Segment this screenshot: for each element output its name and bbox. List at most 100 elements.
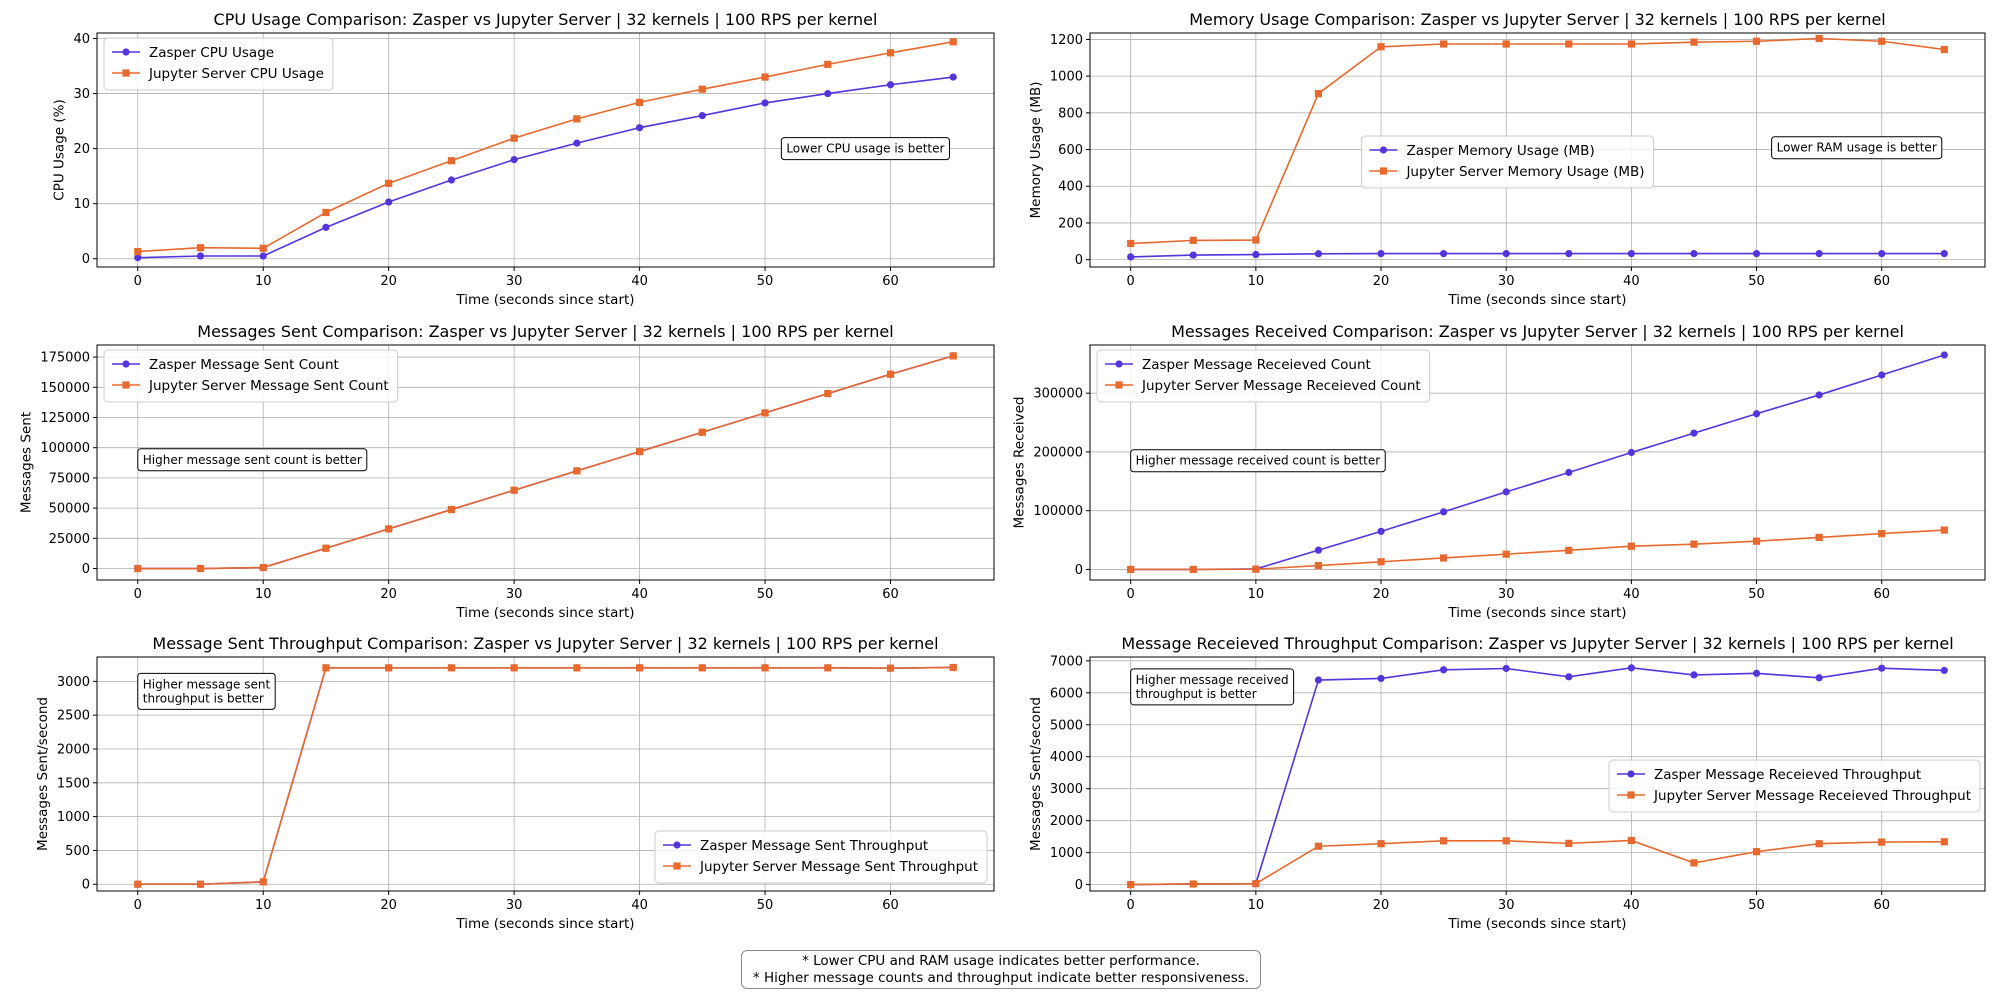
data-point [1502,40,1510,48]
x-tick-label: 40 [1623,587,1640,602]
series-2 [134,663,957,888]
legend-box [103,349,399,403]
data-point [1752,848,1761,856]
x-tick-label: 40 [631,274,648,289]
annotation-box [137,448,368,472]
axes-frame [1089,656,1986,892]
y-tick-label: 30 [73,87,90,102]
y-tick-label: 0 [82,252,90,267]
data-point [949,352,957,360]
x-tick-label: 20 [380,898,397,913]
data-point [761,664,769,672]
x-tick-label: 20 [380,587,397,602]
data-point [1314,89,1323,98]
axes-frame [1089,344,1986,581]
y-tick-label: 200 [1058,216,1083,231]
data-point [259,252,267,260]
x-tick-label: 30 [1498,587,1515,602]
annotation: Higher message received throughput is be… [1130,668,1295,706]
y-tick-label: 5000 [1050,718,1083,733]
chart-panel-3: 0 10 20 30 40 50 60 0 25000 50000 75000 100000 12500… [18,322,995,621]
y-tick-label: 0 [1075,563,1083,578]
data-point [1252,236,1260,244]
series-line [1130,252,1945,258]
data-point [196,880,205,888]
data-point [1502,488,1510,496]
data-point [1878,371,1886,379]
data-point [1752,37,1761,45]
data-point [1314,842,1323,850]
data-point [824,664,832,672]
data-point [1878,37,1886,45]
y-tick-label: 300000 [1033,387,1083,402]
data-point [1377,558,1385,566]
data-point [1252,565,1260,573]
annotation: Higher message sent count is better [137,448,368,472]
x-tick-label: 10 [1248,898,1265,913]
y-tick-label: 7000 [1050,654,1083,669]
legend-label: Jupyter Server Message Sent Throughput [699,859,978,875]
data-point [1690,859,1698,867]
legend: Zasper Message Receieved Throughput Jupyt… [1608,759,1981,813]
x-tick-label: 40 [1623,898,1640,913]
x-tick-label: 30 [506,587,523,602]
data-point [1565,839,1573,847]
data-point [1752,250,1761,258]
y-tick-label: 40 [73,32,90,47]
legend-box [1096,349,1431,403]
data-point [1314,250,1323,258]
annotation-text: Higher message received [1136,673,1289,687]
y-tick-label: 20 [73,142,90,157]
x-tick-label: 0 [1127,274,1135,289]
data-point [761,99,769,107]
x-tick-label: 10 [1248,274,1265,289]
data-point [259,563,267,572]
y-tick-label: 400 [1058,180,1083,195]
series-line [1130,667,1945,886]
y-tick-label: 50000 [49,502,90,517]
x-tick-label: 10 [255,898,272,913]
data-point [1627,542,1635,550]
annotation: Lower CPU usage is better [780,137,950,161]
x-tick-label: 20 [380,274,397,289]
y-tick-label: 1200 [1050,33,1083,48]
x-tick-label: 60 [1873,274,1890,289]
y-tick-label: 3000 [1050,782,1083,797]
data-point [1752,410,1761,418]
legend-marker [122,381,130,389]
y-tick-label: 1000 [1050,70,1083,85]
x-tick-label: 0 [134,587,142,602]
footnote-line-2: * Higher message counts and throughput i… [752,970,1250,986]
data-point [510,156,518,164]
data-point [447,157,456,165]
chart-title: Messages Sent Comparison: Zasper vs Jupy… [197,322,893,341]
x-tick-label: 50 [1748,898,1765,913]
data-point [1127,565,1135,574]
x-tick-label: 20 [1373,587,1390,602]
data-point [1815,391,1823,399]
data-point [1690,429,1698,437]
data-point [761,73,769,81]
data-point [1815,674,1823,682]
x-axis-label: Time (seconds since start) [1447,292,1626,308]
x-tick-label: 40 [631,587,648,602]
data-point [949,73,957,81]
series-2 [134,352,957,573]
y-tick-label: 100000 [40,441,90,456]
data-point [1189,236,1197,244]
y-tick-label: 500 [65,844,90,859]
x-axis-label: Time (seconds since start) [1447,916,1626,932]
data-point [1627,250,1635,258]
x-tick-label: 30 [506,898,523,913]
data-point [635,447,644,456]
y-tick-label: 100000 [1033,504,1083,519]
data-point [196,244,205,252]
annotation-box [137,672,276,710]
annotation-text: Lower RAM usage is better [1777,141,1937,155]
legend-marker [1115,381,1123,389]
y-tick-label: 3000 [57,675,90,690]
series-1 [1127,250,1948,261]
x-tick-label: 20 [1373,898,1390,913]
x-tick-label: 40 [1623,274,1640,289]
